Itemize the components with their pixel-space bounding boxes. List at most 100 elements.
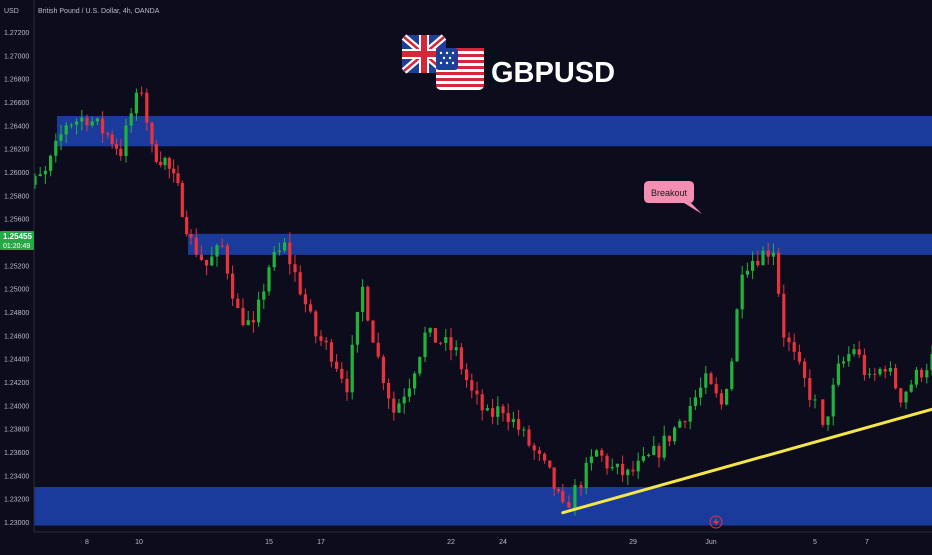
candle — [641, 447, 645, 463]
ascending-trendline[interactable] — [561, 307, 932, 515]
candle — [454, 340, 458, 357]
y-tick-label: 1.25000 — [4, 287, 29, 294]
candle — [69, 123, 73, 129]
candle — [709, 371, 713, 385]
zone-3[interactable] — [34, 487, 932, 526]
zone-2[interactable] — [188, 233, 932, 255]
y-tick-label: 1.23400 — [4, 473, 29, 480]
candle — [413, 371, 417, 395]
candle — [241, 298, 245, 327]
candle — [43, 165, 47, 184]
candle — [33, 173, 37, 189]
y-tick-label: 1.27200 — [4, 30, 29, 37]
breakout-callout[interactable]: Breakout — [644, 181, 702, 214]
currency-label: USD — [4, 8, 19, 15]
candle — [402, 388, 406, 414]
candle — [600, 447, 604, 462]
candle — [220, 238, 224, 249]
candle — [771, 243, 775, 266]
y-tick-label: 1.26800 — [4, 77, 29, 84]
candle — [418, 356, 422, 377]
candle — [145, 88, 149, 132]
candle — [366, 285, 370, 322]
candle — [355, 311, 359, 353]
candle — [381, 354, 385, 391]
candle — [797, 344, 801, 365]
lightning-icon[interactable] — [709, 515, 723, 529]
candle — [210, 246, 214, 266]
x-tick-label: 17 — [317, 539, 325, 546]
price-tag-box — [0, 231, 34, 250]
candle — [605, 453, 609, 475]
candle — [766, 242, 770, 265]
candle — [899, 387, 903, 408]
candle — [293, 255, 297, 282]
candle — [387, 378, 391, 409]
y-tick-label: 1.23800 — [4, 427, 29, 434]
candle — [114, 138, 119, 156]
candle — [231, 265, 235, 306]
candle — [842, 356, 846, 368]
candle — [730, 357, 734, 392]
candle — [626, 468, 630, 485]
y-tick-label: 1.23200 — [4, 497, 29, 504]
y-tick-label: 1.24200 — [4, 380, 29, 387]
candle — [397, 398, 401, 414]
candle — [189, 229, 193, 245]
breakout-label: Breakout — [651, 188, 688, 198]
candle — [134, 88, 138, 121]
candle — [392, 391, 396, 421]
chart-title: GBPUSD — [491, 57, 615, 89]
y-tick-label: 1.24400 — [4, 357, 29, 364]
candle — [836, 354, 840, 387]
zone-1[interactable] — [57, 116, 932, 147]
x-tick-label: 5 — [813, 539, 817, 546]
candle — [345, 370, 349, 401]
y-tick-label: 1.24800 — [4, 310, 29, 317]
candle — [883, 365, 887, 379]
candle — [251, 311, 255, 333]
candle — [567, 495, 571, 508]
candle — [873, 367, 877, 381]
candle — [167, 156, 171, 179]
candle — [522, 426, 526, 437]
candle — [532, 443, 536, 460]
candle — [831, 378, 835, 426]
candle — [257, 291, 261, 327]
candle — [277, 242, 281, 256]
candle — [777, 247, 781, 297]
candle — [636, 452, 640, 480]
current-price: 1.25455 — [3, 232, 32, 241]
candle — [735, 308, 739, 362]
y-tick-label: 1.26400 — [4, 123, 29, 130]
candle — [350, 335, 354, 400]
candle — [225, 243, 229, 280]
current-price-tag: 1.25455 01:20:49 — [0, 231, 34, 250]
candle — [894, 363, 898, 390]
symbol-info[interactable]: British Pound / U.S. Dollar, 4h, OANDA — [38, 8, 160, 15]
candle — [309, 299, 313, 314]
candle — [194, 228, 198, 258]
candle — [140, 86, 144, 97]
candle — [751, 251, 755, 280]
candle — [236, 293, 240, 309]
candle — [761, 246, 765, 266]
x-tick-label: 22 — [447, 539, 455, 546]
y-tick-label: 1.27000 — [4, 53, 29, 60]
x-axis-panel — [34, 532, 932, 550]
candle — [319, 330, 323, 347]
candle — [480, 389, 484, 421]
candle — [106, 131, 110, 139]
candle — [459, 342, 463, 375]
candle — [119, 139, 123, 161]
candle — [745, 262, 749, 278]
y-tick-label: 1.23600 — [4, 450, 29, 457]
candle — [847, 346, 851, 367]
candle — [485, 404, 489, 412]
candle — [262, 283, 266, 309]
y-tick-label: 1.24000 — [4, 403, 29, 410]
candle — [176, 165, 180, 186]
candle — [821, 398, 825, 428]
x-tick-label: 10 — [135, 539, 143, 546]
